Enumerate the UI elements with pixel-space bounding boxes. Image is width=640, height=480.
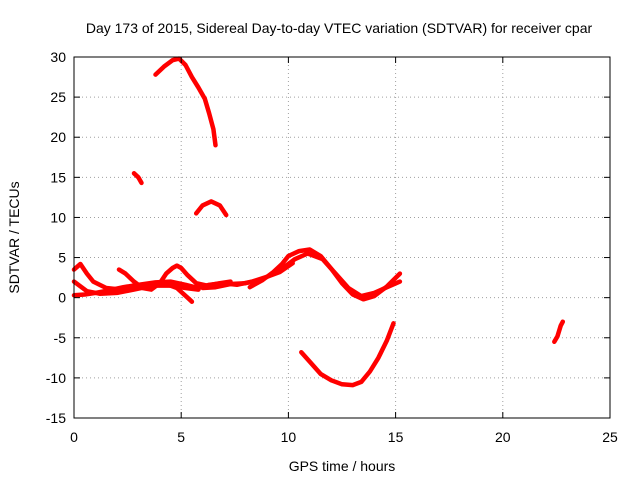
series-arc-9 — [247, 247, 403, 302]
series-arc-2 — [131, 171, 144, 186]
y-tick-label: -15 — [46, 410, 66, 426]
y-tick-label: -10 — [46, 370, 66, 386]
ticks: 0 5 10 15 20 25 -15 -10 -5 0 5 10 15 20 25 30 — [46, 49, 618, 445]
y-tick-label: 20 — [50, 129, 66, 145]
series-arc-10 — [299, 321, 396, 388]
series-arc-8 — [200, 251, 403, 299]
series-arc-3 — [193, 199, 229, 218]
y-tick-label: 10 — [50, 209, 66, 225]
series-arc-1 — [153, 56, 218, 148]
y-tick-label: 5 — [58, 250, 66, 266]
y-tick-label: 30 — [50, 49, 66, 65]
series-arc-11 — [552, 319, 566, 345]
x-tick-label: 5 — [177, 429, 185, 445]
x-tick-label: 20 — [495, 429, 511, 445]
x-axis-label: GPS time / hours — [289, 458, 396, 474]
y-tick-label: 15 — [50, 169, 66, 185]
series-layer — [71, 56, 566, 388]
y-axis-label: SDTVAR / TECUs — [6, 181, 22, 293]
x-tick-label: 10 — [281, 429, 297, 445]
series-arc-7 — [116, 263, 233, 292]
y-tick-label: 25 — [50, 89, 66, 105]
chart-title: Day 173 of 2015, Sidereal Day-to-day VTE… — [86, 20, 593, 36]
y-tick-label: 0 — [58, 290, 66, 306]
plot-frame — [73, 56, 611, 419]
x-tick-label: 0 — [70, 429, 78, 445]
y-tick-label: -5 — [54, 330, 67, 346]
x-tick-label: 15 — [388, 429, 404, 445]
grid — [74, 57, 610, 418]
x-tick-label: 25 — [602, 429, 618, 445]
